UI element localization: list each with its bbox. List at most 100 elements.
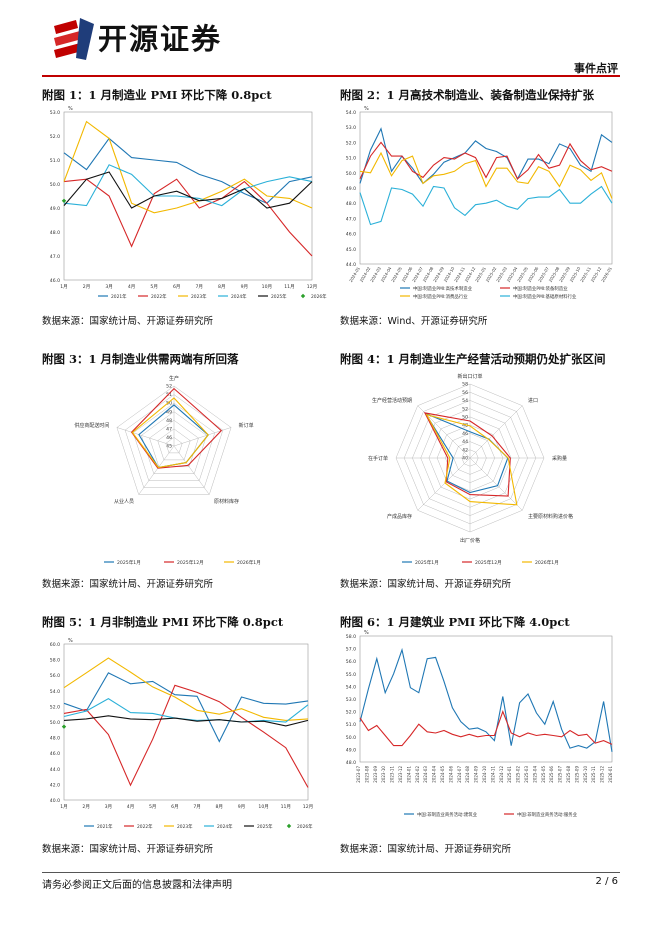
radar-axis-label: 从业人员 bbox=[114, 498, 134, 505]
radar-axis-label: 新订单 bbox=[239, 422, 254, 429]
plot-frame bbox=[63, 111, 313, 281]
legend-label: 2026年 bbox=[311, 293, 327, 300]
x-tick-label: 2023-10 bbox=[381, 766, 386, 783]
legend-label: 2022年 bbox=[137, 823, 153, 830]
y-tick-label: 48.0 bbox=[346, 201, 356, 207]
legend-label: 2024年 bbox=[231, 293, 247, 300]
radar-series bbox=[425, 413, 518, 506]
x-tick-label: 2024-11 bbox=[490, 766, 495, 783]
figure-6-source: 数据来源：国家统计局、开源证券研究所 bbox=[340, 844, 512, 855]
x-tick-label: 2024-05 bbox=[440, 766, 445, 783]
x-tick-label: 2026-01 bbox=[608, 766, 613, 783]
legend-label: 2024年 bbox=[217, 823, 233, 830]
chart-manufacturing-pmi: 46.0 47.0 48.0 49.0 50.0 51.0 52.0 53.0% 1月 2月 3月 4… bbox=[50, 106, 327, 300]
x-tick-label: 2023-08 bbox=[364, 766, 369, 783]
x-tick-label: 12月 bbox=[303, 804, 313, 810]
x-tick-label: 2026-01 bbox=[600, 266, 613, 283]
y-tick-label: 53.0 bbox=[346, 125, 356, 131]
page-number: 2 / 6 bbox=[595, 876, 618, 887]
x-tick-label: 2024-03 bbox=[423, 766, 428, 783]
footer-divider bbox=[42, 872, 620, 873]
figure-5-title: 附图 5：1 月非制造业 PMI 环比下降 0.8pct bbox=[42, 615, 284, 629]
x-tick-label: 2024-01 bbox=[406, 766, 411, 783]
legend-label: 2021年 bbox=[97, 823, 113, 830]
radar-axis-label: 产成品库存 bbox=[387, 513, 412, 520]
y-unit-label: % bbox=[68, 638, 73, 644]
series-line bbox=[63, 137, 313, 204]
x-tick-label: 12月 bbox=[307, 284, 317, 290]
legend-label: 中国:制造业PMI:装备制造业 bbox=[513, 285, 568, 292]
radar-tick-label: 48 bbox=[166, 418, 172, 424]
y-tick-label: 56.0 bbox=[346, 659, 356, 665]
radar-axis-label: 供应商配送时间 bbox=[74, 422, 109, 429]
x-tick-label: 6月 bbox=[173, 284, 181, 290]
legend-label: 中国:非制造业商务活动:服务业 bbox=[517, 811, 578, 818]
x-tick-label: 2025-10 bbox=[583, 766, 588, 783]
radar-spoke bbox=[116, 427, 175, 447]
x-tick-label: 9月 bbox=[241, 284, 249, 290]
y-tick-label: 56.0 bbox=[50, 673, 60, 679]
brand-logo-icon bbox=[54, 18, 94, 60]
series-line bbox=[359, 141, 613, 180]
plot-frame bbox=[359, 635, 613, 763]
x-tick-label: 1月 bbox=[60, 804, 68, 810]
x-tick-label: 2023-11 bbox=[390, 766, 395, 783]
figure-3-title: 附图 3：1 月制造业供需两端有所回落 bbox=[42, 352, 239, 366]
y-tick-label: 46.0 bbox=[346, 232, 356, 238]
x-tick-label: 2024-04 bbox=[432, 766, 437, 783]
y-tick-label: 52.0 bbox=[346, 710, 356, 716]
y-tick-label: 50.0 bbox=[346, 735, 356, 741]
radar-grid-ring bbox=[132, 402, 216, 481]
legend-label: 2025年1月 bbox=[415, 559, 439, 566]
legend-label: 2022年 bbox=[151, 293, 167, 300]
header-divider bbox=[42, 75, 620, 77]
y-tick-label: 57.0 bbox=[346, 647, 356, 653]
x-tick-label: 11月 bbox=[284, 284, 294, 290]
x-tick-label: 4月 bbox=[127, 804, 135, 810]
chart-nonmanufacturing-pmi: 40.0 42.0 44.0 46.0 48.0 50.0 52.0 54.0 56.0 58.0… bbox=[50, 638, 313, 830]
x-tick-label: 2月 bbox=[82, 804, 90, 810]
legend-label: 2023年 bbox=[177, 823, 193, 830]
legend-swatch bbox=[286, 823, 292, 829]
y-tick-label: 49.0 bbox=[50, 206, 60, 212]
y-tick-label: 55.0 bbox=[346, 672, 356, 678]
radar-tick-label: 46 bbox=[462, 431, 468, 437]
x-tick-label: 2025-08 bbox=[566, 766, 571, 783]
series-line bbox=[63, 178, 313, 257]
x-tick-label: 5月 bbox=[150, 284, 158, 290]
y-tick-label: 54.0 bbox=[346, 684, 356, 690]
x-tick-label: 4月 bbox=[128, 284, 136, 290]
radar-tick-label: 54 bbox=[462, 398, 468, 404]
radar-tick-label: 58 bbox=[462, 382, 468, 388]
radar-grid-ring bbox=[165, 437, 183, 454]
radar-series bbox=[423, 412, 511, 497]
figure-1-title: 附图 1：1 月制造业 PMI 环比下降 0.8pct bbox=[42, 88, 272, 102]
x-tick-label: 2023-12 bbox=[398, 766, 403, 783]
radar-spoke bbox=[469, 405, 523, 459]
radar-axis-label: 生产经营活动预期 bbox=[372, 397, 412, 404]
x-tick-label: 2024-06 bbox=[448, 766, 453, 783]
x-tick-label: 9月 bbox=[238, 804, 246, 810]
y-tick-label: 58.0 bbox=[346, 634, 356, 640]
x-tick-label: 2024-12 bbox=[499, 766, 504, 783]
x-tick-label: 2025-02 bbox=[516, 766, 521, 783]
legend-label: 2026年1月 bbox=[237, 559, 261, 566]
legend-label: 中国:制造业PMI:高技术制造业 bbox=[413, 285, 473, 292]
x-tick-label: 2025-03 bbox=[524, 766, 529, 783]
y-tick-label: 50.0 bbox=[50, 182, 60, 188]
report-type-tag: 事件点评 bbox=[574, 62, 618, 75]
y-tick-label: 51.0 bbox=[50, 158, 60, 164]
legend-label: 2025年12月 bbox=[177, 559, 204, 566]
y-tick-label: 48.0 bbox=[346, 760, 356, 766]
y-tick-label: 53.0 bbox=[50, 110, 60, 116]
radar-axis-label: 新出口订单 bbox=[457, 373, 482, 380]
plot-frame bbox=[359, 111, 613, 265]
y-tick-label: 47.0 bbox=[346, 216, 356, 222]
legend-label: 2025年 bbox=[257, 823, 273, 830]
y-tick-label: 58.0 bbox=[50, 658, 60, 664]
series-line bbox=[63, 715, 309, 727]
x-tick-label: 7月 bbox=[193, 804, 201, 810]
y-tick-label: 46.0 bbox=[50, 751, 60, 757]
radar-tick-label: 56 bbox=[462, 390, 468, 396]
y-tick-label: 50.0 bbox=[50, 720, 60, 726]
